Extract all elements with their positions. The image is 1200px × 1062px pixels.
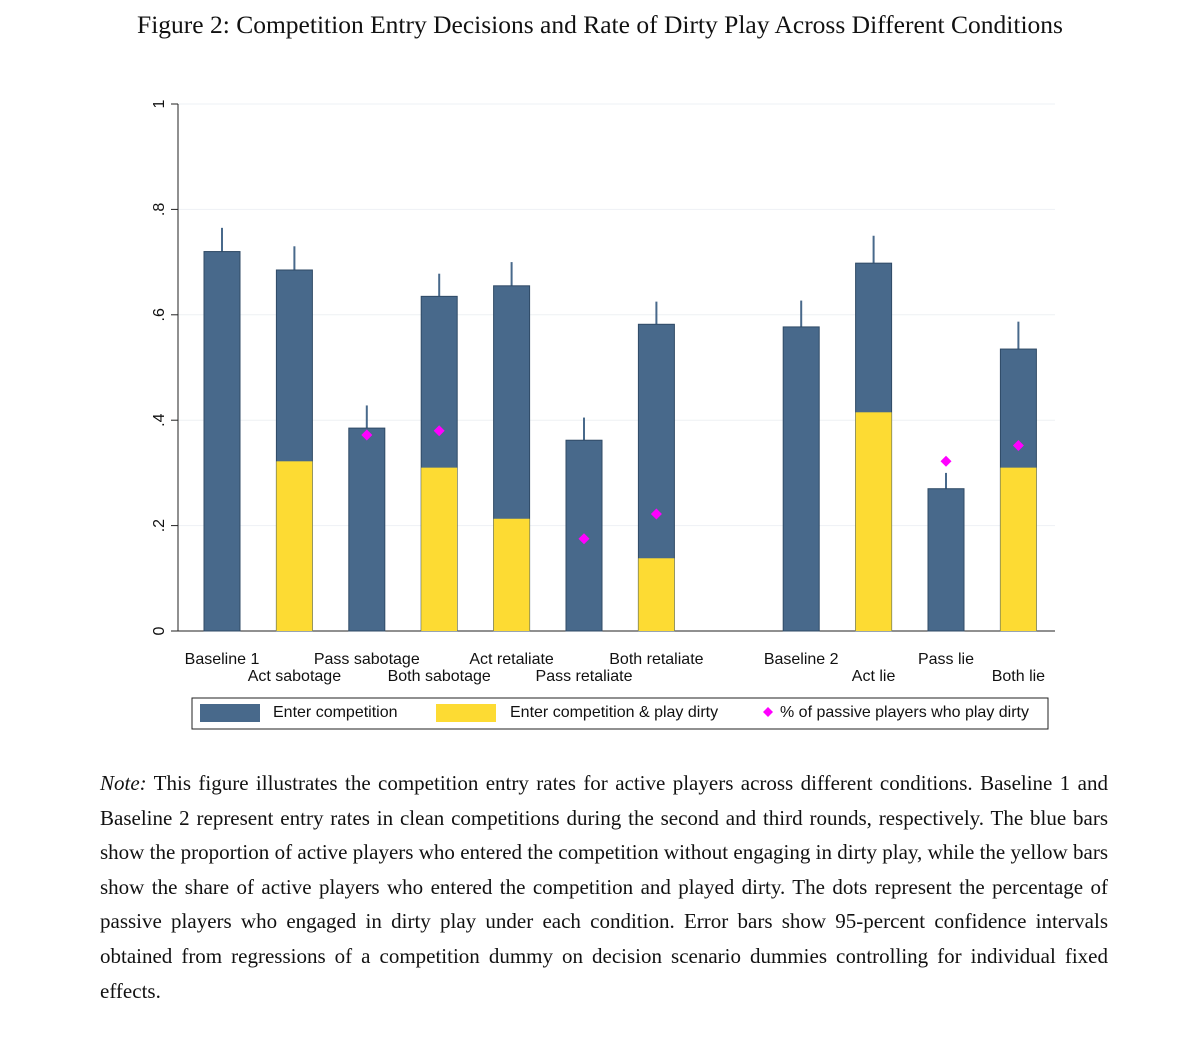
dot bbox=[650, 508, 662, 520]
note-label: Note: bbox=[100, 771, 147, 795]
legend-swatch bbox=[763, 707, 773, 717]
bar bbox=[203, 251, 241, 632]
note: Note: This figure illustrates the compet… bbox=[100, 766, 1108, 1008]
bar bbox=[493, 518, 530, 631]
y-tick-label: .8 bbox=[151, 203, 168, 216]
dot bbox=[433, 425, 445, 437]
y-tick-label: 1 bbox=[151, 99, 168, 108]
legend-swatch bbox=[200, 704, 260, 722]
bar bbox=[855, 412, 892, 631]
dot bbox=[940, 455, 952, 467]
bar bbox=[348, 427, 386, 632]
x-tick-label: Baseline 1 bbox=[185, 651, 260, 668]
figure-title: Figure 2: Competition Entry Decisions an… bbox=[137, 10, 1063, 39]
x-tick-label: Baseline 2 bbox=[764, 651, 839, 668]
bar bbox=[1000, 467, 1037, 631]
legend-box bbox=[191, 697, 1049, 730]
note-text: This figure illustrates the competition … bbox=[100, 771, 1108, 1003]
y-tick-label: .4 bbox=[151, 413, 168, 426]
legend-label: Enter competition & play dirty bbox=[510, 704, 718, 721]
x-tick-label: Act lie bbox=[852, 668, 896, 685]
legend-label: Enter competition bbox=[273, 704, 398, 721]
bar bbox=[638, 558, 675, 631]
y-tick-label: 0 bbox=[151, 626, 168, 635]
legend-label: % of passive players who play dirty bbox=[780, 704, 1029, 721]
legend-swatch bbox=[436, 704, 496, 722]
x-tick-label: Act retaliate bbox=[469, 651, 554, 668]
x-tick-label: Pass sabotage bbox=[314, 651, 420, 668]
x-tick-label: Both lie bbox=[992, 668, 1045, 685]
x-tick-label: Pass lie bbox=[918, 651, 974, 668]
y-tick-label: .2 bbox=[151, 519, 168, 532]
x-tick-label: Both retaliate bbox=[609, 651, 703, 668]
x-tick-label: Pass retaliate bbox=[536, 668, 633, 685]
y-tick-label: .6 bbox=[151, 308, 168, 321]
dot bbox=[1012, 439, 1024, 451]
bar bbox=[421, 467, 458, 631]
bar bbox=[927, 488, 965, 632]
dot bbox=[361, 429, 373, 441]
bar bbox=[276, 461, 313, 631]
x-tick-label: Both sabotage bbox=[388, 668, 491, 685]
bar bbox=[782, 326, 820, 632]
x-tick-label: Act sabotage bbox=[248, 668, 342, 685]
dot bbox=[578, 533, 590, 545]
